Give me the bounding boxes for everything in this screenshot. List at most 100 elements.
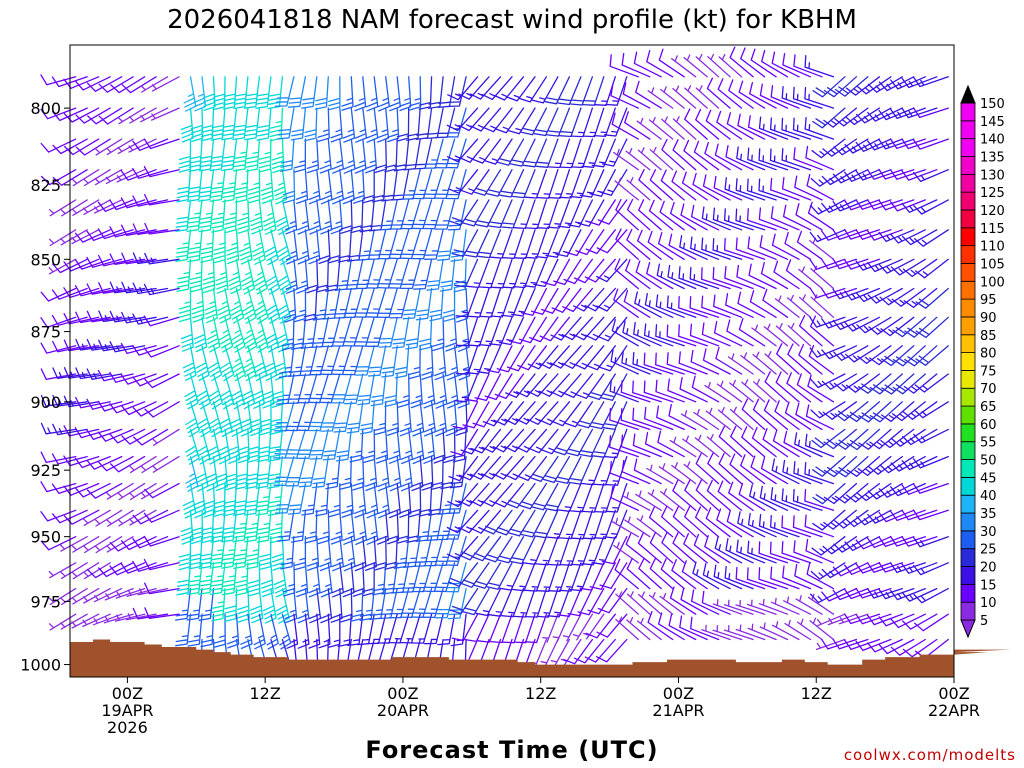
wind-barb [646,464,674,485]
wind-barb [120,224,157,237]
wind-barb [257,428,272,463]
wind-barb [242,287,257,324]
wind-barb [60,562,88,580]
wind-barb [844,138,881,154]
wind-barb [400,169,421,200]
x-tick-label: 12Z [525,684,556,703]
wind-barb [878,76,915,92]
y-tick-label: 975 [30,592,61,611]
wind-barb [835,428,869,450]
wind-barb [237,428,250,464]
wind-barb [97,428,134,442]
wind-barb [445,107,467,138]
wind-barb [184,373,199,410]
wind-barb [531,76,559,104]
y-tick-label: 950 [30,528,61,547]
wind-barb [845,76,881,96]
wind-barb [579,428,605,458]
wind-barb [890,258,926,276]
wind-barb [553,428,582,456]
wind-barb [232,107,249,141]
wind-barb [582,107,605,138]
wind-barb [845,107,881,126]
wind-barb [106,138,134,156]
wind-barb [643,380,674,403]
wind-barb [307,229,321,265]
wind-barb [855,229,892,240]
wind-barb [418,76,433,110]
wind-barb [224,587,238,623]
wind-barb [889,509,926,522]
wind-barb [843,258,881,270]
wind-barb [40,287,77,302]
colorbar-swatch [960,352,976,371]
wind-barb [447,169,479,194]
wind-barb [729,379,754,403]
wind-barb [796,373,823,403]
wind-barb [132,195,169,207]
wind-barb [858,401,892,423]
wind-barb [422,587,444,619]
wind-barb [622,491,651,511]
wind-barb [191,287,205,323]
wind-barb [399,587,421,619]
wind-barb [297,229,310,265]
wind-barb [466,345,490,375]
wind-barb [202,258,216,294]
wind-barb [738,482,766,511]
wind-barb [579,169,605,198]
wind-barb [680,203,708,231]
wind-barb [679,377,708,403]
wind-barb [603,107,628,137]
y-tick-label: 875 [30,323,61,342]
wind-barb [694,434,720,458]
wind-barb [285,229,299,265]
wind-barb [437,613,456,646]
wind-barb [213,229,226,264]
wind-barb [132,536,169,549]
wind-barb [758,514,789,538]
wind-barb [360,401,375,435]
colorbar-label: 10 [980,596,997,611]
wind-barb [701,624,731,641]
wind-barb [878,482,915,498]
wind-barb [109,562,146,576]
wind-barb [462,401,490,429]
wind-barb [735,599,766,615]
wind-barb [571,509,594,540]
wind-barb [729,453,754,485]
wind-barb [175,229,192,262]
wind-barb [152,455,180,473]
wind-barb [792,117,823,140]
wind-barb [644,432,674,458]
colorbar-swatch [960,530,976,550]
wind-barb [248,562,261,597]
wind-barb [844,316,881,332]
wind-barb [367,345,387,377]
wind-barb [353,76,367,112]
wind-barb [245,138,261,172]
wind-barb [320,169,333,205]
wind-barb [816,613,846,627]
wind-barb [451,613,479,642]
wind-barb [52,340,88,353]
wind-barb [569,169,594,199]
wind-barb [891,401,926,422]
wind-barb [832,229,869,241]
wind-barb [342,169,355,205]
wind-barb [845,482,881,503]
wind-barb [846,428,881,451]
wind-barb [513,229,536,259]
wind-barb [354,509,368,546]
wind-barb [490,287,513,318]
wind-barb [434,401,448,437]
wind-barb [712,237,743,260]
wind-barb [453,258,479,288]
wind-barb [735,178,766,201]
wind-barb [319,536,332,572]
wind-barb [354,258,375,290]
wind-barb [544,76,571,105]
wind-barb [827,613,858,626]
wind-barb [643,323,674,347]
wind-barb [548,169,571,199]
